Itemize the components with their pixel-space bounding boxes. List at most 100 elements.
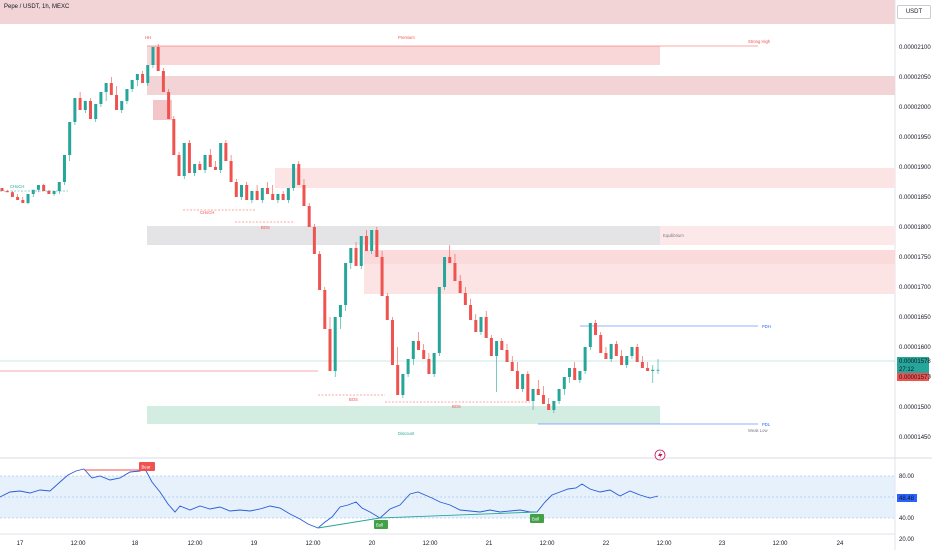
candle-body: [375, 230, 379, 257]
choch-label-2: CHoCH: [200, 210, 214, 215]
discount-label: Discount: [398, 431, 415, 436]
candle-body: [469, 305, 473, 320]
prev-price-badge: 0.00001577: [897, 373, 931, 381]
candle-body: [521, 374, 525, 389]
svg-text:48.48: 48.48: [899, 496, 915, 502]
candle-body: [312, 227, 316, 254]
premium-label: Premium: [398, 35, 415, 40]
candle-body: [213, 167, 217, 170]
candle-body: [599, 335, 603, 353]
price-tick-label: 0.00002100: [899, 45, 931, 51]
candle-body: [276, 194, 280, 200]
candle-body: [187, 143, 191, 173]
candle-body: [245, 185, 249, 200]
candle-body: [62, 155, 66, 182]
ob-bear-4: [364, 250, 895, 264]
candle-body: [541, 395, 545, 404]
countdown-text: 27:12: [899, 367, 915, 373]
candle-body: [94, 104, 98, 119]
candle-body: [646, 368, 650, 371]
price-tick-label: 0.00001800: [899, 225, 931, 231]
candle-body: [68, 122, 72, 155]
candle-body: [432, 353, 436, 374]
candle-body: [47, 191, 51, 194]
candle-body: [135, 74, 139, 80]
candle-body: [57, 182, 61, 191]
candle-body: [417, 341, 421, 350]
candle-body: [167, 92, 171, 119]
candle-body: [182, 143, 186, 176]
candle-body: [193, 164, 197, 173]
time-tick-label: 18: [132, 541, 139, 547]
zone-discount: [147, 406, 660, 424]
currency-badge[interactable]: USDT: [897, 5, 931, 19]
candle-body: [73, 98, 77, 122]
candle-body: [99, 92, 103, 104]
time-tick-label: 22: [603, 541, 610, 547]
candle-body: [594, 323, 598, 335]
choch-label-1: CHoCH: [10, 184, 24, 189]
candle-body: [635, 347, 639, 362]
candle-body: [177, 155, 181, 176]
price-tick-label: 0.00001650: [899, 315, 931, 321]
candle-body: [323, 290, 327, 329]
price-tick-label: 0.00001750: [899, 255, 931, 261]
candle-body: [151, 47, 155, 65]
candle-body: [552, 401, 556, 410]
candle-body: [5, 191, 9, 193]
candle-body: [307, 206, 311, 227]
rsi-tick-label: 20.00: [899, 537, 915, 543]
candle-body: [484, 317, 488, 338]
candle-body: [406, 359, 410, 374]
pdh-label: PDH: [762, 324, 771, 329]
candle-body: [620, 356, 624, 365]
candle-body: [224, 143, 228, 161]
candle-body: [567, 368, 571, 377]
candle-body: [385, 296, 389, 320]
candle-body: [130, 80, 134, 89]
price-tick-label: 0.00002050: [899, 75, 931, 81]
symbol-title[interactable]: Pepe / USDT, 1h, MEXC: [4, 4, 70, 10]
candle-body: [297, 164, 301, 185]
candle-body: [318, 254, 322, 290]
candle-body: [0, 188, 4, 191]
candle-body: [354, 248, 358, 266]
candle-body: [531, 389, 535, 401]
ob-bear-3: [660, 226, 895, 245]
candle-body: [83, 101, 87, 110]
candle-body: [401, 374, 405, 395]
hh-label: HH: [145, 35, 151, 40]
lightning-icon[interactable]: [654, 449, 666, 461]
candle-body: [625, 356, 629, 365]
candle-body: [443, 257, 447, 287]
rsi-value-badge: 48.48: [897, 494, 917, 502]
ob-bear-2: [275, 168, 895, 188]
candle-body: [286, 188, 290, 200]
candle-body: [411, 341, 415, 359]
pdl-label: PDL: [762, 422, 771, 427]
ob-bear-5: [364, 264, 895, 294]
time-tick-label: 19: [251, 541, 258, 547]
bos-label-1: BOS: [261, 225, 270, 230]
candle-body: [281, 194, 285, 200]
candles-group: [0, 44, 660, 413]
equilibrium-label: Equilibrium: [663, 233, 684, 238]
candle-body: [229, 161, 233, 182]
price-tick-label: 0.00001450: [899, 435, 931, 441]
candle-body: [344, 263, 348, 305]
candle-body: [609, 344, 613, 359]
price-tick-label: 0.00001950: [899, 135, 931, 141]
candle-body: [172, 119, 176, 155]
candle-body: [255, 191, 259, 200]
candle-body: [427, 359, 431, 374]
time-tick-label: 20: [369, 541, 376, 547]
price-tick-label: 0.00001500: [899, 405, 931, 411]
price-tick-label: 0.00001700: [899, 285, 931, 291]
candle-body: [422, 350, 426, 359]
candle-body: [203, 155, 207, 170]
candle-body: [31, 189, 35, 194]
candle-body: [250, 191, 254, 200]
zone-equilibrium: [147, 226, 660, 245]
